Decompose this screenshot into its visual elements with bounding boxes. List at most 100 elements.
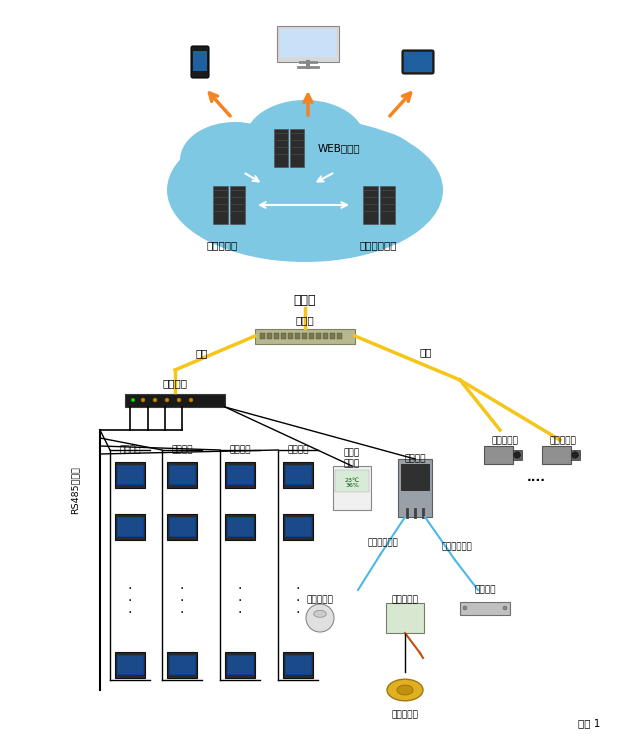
FancyBboxPatch shape	[115, 462, 145, 488]
Ellipse shape	[313, 610, 326, 618]
FancyBboxPatch shape	[398, 459, 432, 517]
FancyBboxPatch shape	[484, 446, 513, 464]
FancyBboxPatch shape	[380, 186, 395, 224]
FancyBboxPatch shape	[117, 517, 143, 536]
FancyBboxPatch shape	[117, 465, 143, 484]
Text: 网线: 网线	[420, 347, 433, 357]
FancyBboxPatch shape	[337, 333, 342, 339]
FancyBboxPatch shape	[169, 517, 195, 536]
Ellipse shape	[397, 685, 413, 695]
Text: 开关量信号线: 开关量信号线	[368, 539, 399, 548]
FancyBboxPatch shape	[225, 462, 255, 488]
Text: 页面 1: 页面 1	[578, 718, 600, 728]
FancyBboxPatch shape	[167, 514, 197, 540]
FancyBboxPatch shape	[288, 333, 293, 339]
Text: 漏水控制器: 漏水控制器	[392, 595, 418, 604]
FancyBboxPatch shape	[260, 333, 265, 339]
Ellipse shape	[141, 398, 145, 402]
FancyBboxPatch shape	[283, 462, 313, 488]
Text: 温湿度
变送器: 温湿度 变送器	[344, 449, 360, 468]
FancyBboxPatch shape	[255, 328, 355, 344]
Text: ·
·
·: · · ·	[238, 582, 242, 620]
Ellipse shape	[306, 604, 334, 632]
FancyBboxPatch shape	[285, 465, 311, 484]
Ellipse shape	[153, 398, 157, 402]
FancyBboxPatch shape	[267, 333, 272, 339]
FancyBboxPatch shape	[230, 186, 245, 224]
FancyBboxPatch shape	[227, 655, 253, 674]
FancyBboxPatch shape	[363, 186, 378, 224]
FancyBboxPatch shape	[167, 652, 197, 678]
Text: 烟雾报警器: 烟雾报警器	[307, 595, 333, 604]
FancyBboxPatch shape	[323, 333, 328, 339]
Text: 交换机: 交换机	[296, 315, 315, 325]
Ellipse shape	[245, 100, 365, 180]
FancyBboxPatch shape	[125, 394, 225, 406]
FancyBboxPatch shape	[280, 29, 336, 57]
FancyBboxPatch shape	[274, 129, 288, 167]
FancyBboxPatch shape	[404, 52, 432, 72]
FancyBboxPatch shape	[191, 46, 209, 78]
Ellipse shape	[131, 398, 135, 402]
FancyBboxPatch shape	[283, 514, 313, 540]
Text: 低压仪表: 低压仪表	[288, 445, 308, 454]
FancyBboxPatch shape	[115, 652, 145, 678]
FancyBboxPatch shape	[277, 26, 339, 62]
FancyBboxPatch shape	[460, 601, 510, 615]
Ellipse shape	[387, 679, 423, 701]
Text: 运维网关: 运维网关	[162, 378, 188, 388]
Text: RS485通讯线: RS485通讯线	[70, 466, 80, 514]
Ellipse shape	[320, 130, 420, 200]
FancyBboxPatch shape	[285, 517, 311, 536]
FancyBboxPatch shape	[513, 450, 522, 461]
Text: 数据库服务器: 数据库服务器	[359, 240, 397, 250]
Text: 网线: 网线	[196, 348, 209, 358]
FancyBboxPatch shape	[386, 603, 424, 633]
Text: ····: ····	[526, 474, 545, 487]
FancyBboxPatch shape	[285, 655, 311, 674]
Text: ·
·
·: · · ·	[296, 582, 300, 620]
Text: 至外网: 至外网	[294, 294, 317, 306]
FancyBboxPatch shape	[295, 333, 300, 339]
Ellipse shape	[305, 190, 385, 246]
Text: 开关量信号线: 开关量信号线	[442, 542, 473, 551]
FancyBboxPatch shape	[167, 462, 197, 488]
Text: ·
·
·: · · ·	[128, 582, 132, 620]
Text: 门磁开关: 门磁开关	[474, 585, 495, 594]
FancyBboxPatch shape	[213, 186, 228, 224]
Ellipse shape	[165, 398, 169, 402]
Text: 23℃
36%: 23℃ 36%	[344, 478, 360, 489]
Text: ·
·
·: · · ·	[180, 582, 184, 620]
Text: 低压仪表: 低压仪表	[172, 445, 193, 454]
Text: 低压仪表: 低压仪表	[230, 445, 251, 454]
FancyBboxPatch shape	[227, 465, 253, 484]
FancyBboxPatch shape	[274, 333, 279, 339]
FancyBboxPatch shape	[401, 464, 429, 490]
Ellipse shape	[463, 606, 467, 610]
FancyBboxPatch shape	[330, 333, 335, 339]
FancyBboxPatch shape	[281, 333, 286, 339]
Ellipse shape	[225, 192, 305, 248]
Text: 低压仪表: 低压仪表	[119, 445, 141, 454]
Ellipse shape	[345, 168, 435, 232]
FancyBboxPatch shape	[333, 466, 371, 510]
Ellipse shape	[175, 170, 255, 230]
Text: 漏水感应绳: 漏水感应绳	[392, 710, 418, 719]
FancyBboxPatch shape	[169, 465, 195, 484]
FancyBboxPatch shape	[309, 333, 314, 339]
FancyBboxPatch shape	[542, 446, 571, 464]
FancyBboxPatch shape	[227, 517, 253, 536]
Ellipse shape	[177, 398, 181, 402]
Text: 遥信单元: 遥信单元	[404, 454, 426, 463]
FancyBboxPatch shape	[290, 129, 304, 167]
FancyBboxPatch shape	[117, 655, 143, 674]
FancyBboxPatch shape	[283, 652, 313, 678]
Text: WEB服务器: WEB服务器	[318, 143, 360, 153]
FancyBboxPatch shape	[225, 652, 255, 678]
FancyBboxPatch shape	[193, 51, 207, 71]
Ellipse shape	[189, 398, 193, 402]
Ellipse shape	[572, 452, 578, 458]
FancyBboxPatch shape	[402, 50, 434, 74]
Text: 应用服务器: 应用服务器	[206, 240, 238, 250]
Ellipse shape	[180, 122, 290, 198]
